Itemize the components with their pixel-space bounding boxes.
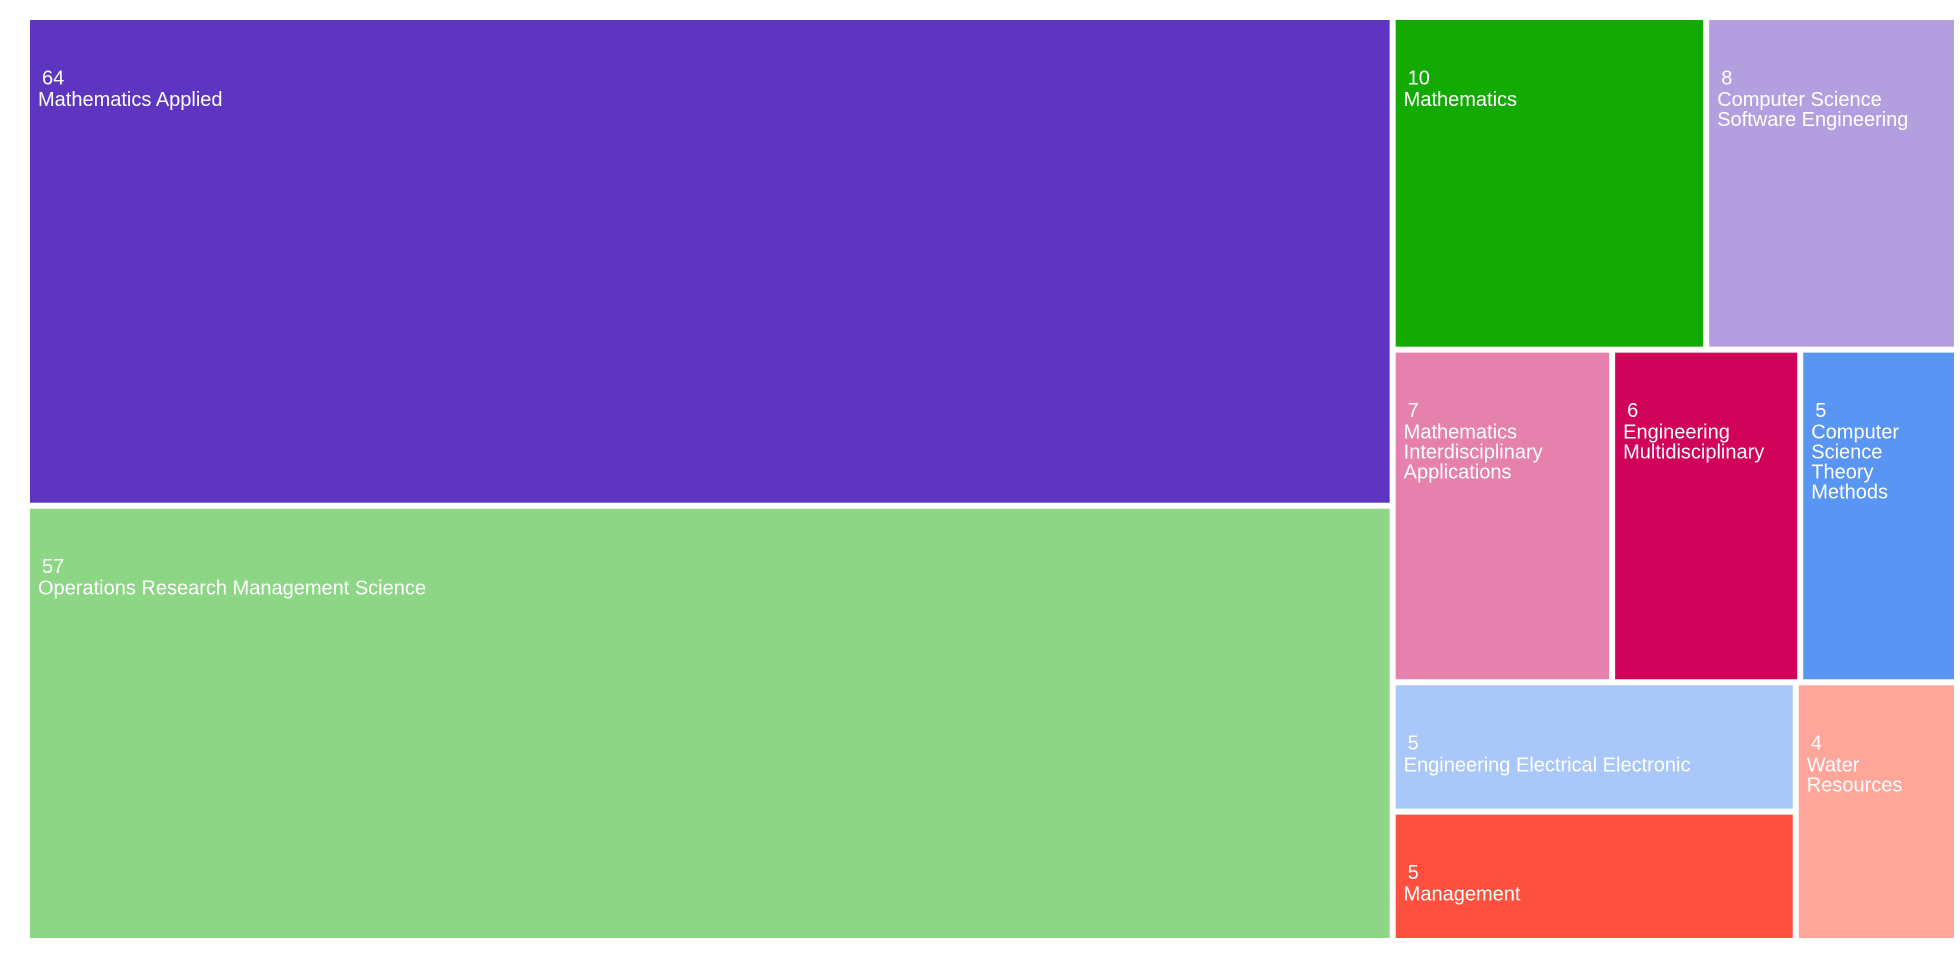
tile-label: Water Resources (1807, 755, 1903, 797)
tile-label: Computer Science Theory Methods (1811, 422, 1899, 504)
label-line: Mathematics (1404, 89, 1517, 111)
label-line: Engineering Electrical Electronic (1404, 755, 1691, 777)
tile-value: 4 (1811, 733, 1822, 755)
tile-value: 64 (42, 67, 64, 89)
treemap-tile (30, 20, 1390, 503)
label-line: Software Engineering (1717, 109, 1908, 131)
tile-label: Operations Research Management Science (38, 578, 426, 600)
label-line: Computer (1811, 422, 1899, 444)
label-line: Mathematics Applied (38, 89, 223, 111)
tile-value: 10 (1408, 67, 1430, 89)
tile-label: Engineering Multidisciplinary (1623, 422, 1764, 464)
treemap-tile (1615, 352, 1798, 680)
tile-value: 6 (1627, 400, 1638, 422)
label-line: Applications (1404, 462, 1512, 484)
label-line: Management (1404, 884, 1521, 906)
label-line: Theory (1811, 462, 1873, 484)
tile-value: 8 (1721, 67, 1732, 89)
treemap-tile (1395, 352, 1610, 680)
treemap-tile (1395, 685, 1793, 809)
label-line: Science (1811, 442, 1882, 464)
tile-value: 5 (1408, 862, 1419, 884)
tile-label: Engineering Electrical Electronic (1404, 755, 1691, 777)
tile-value: 5 (1408, 733, 1419, 755)
tile-label: Mathematics Interdisciplinary Applications (1404, 422, 1543, 484)
label-line: Water (1807, 755, 1860, 777)
treemap-tile (1395, 20, 1704, 347)
tile-label: Computer Science Software Engineering (1717, 89, 1908, 131)
treemap-tile (1709, 20, 1954, 347)
label-line: Engineering (1623, 422, 1730, 444)
treemap-tile (30, 508, 1390, 938)
label-line: Mathematics (1404, 422, 1517, 444)
tile-label: Management (1404, 884, 1521, 906)
treemap-tile (1798, 685, 1954, 938)
label-line: Interdisciplinary (1404, 442, 1543, 464)
label-line: Resources (1807, 775, 1903, 797)
label-line: Multidisciplinary (1623, 442, 1764, 464)
treemap-tile (1803, 352, 1954, 680)
tile-value: 57 (42, 556, 64, 578)
treemap-tile (1395, 814, 1793, 938)
label-line: Operations Research Management Science (38, 578, 426, 600)
label-line: Methods (1811, 482, 1888, 504)
label-line: Computer Science (1717, 89, 1882, 111)
tile-label: Mathematics (1404, 89, 1517, 111)
tile-value: 7 (1408, 400, 1419, 422)
tile-label: Mathematics Applied (38, 89, 223, 111)
tile-value: 5 (1815, 400, 1826, 422)
